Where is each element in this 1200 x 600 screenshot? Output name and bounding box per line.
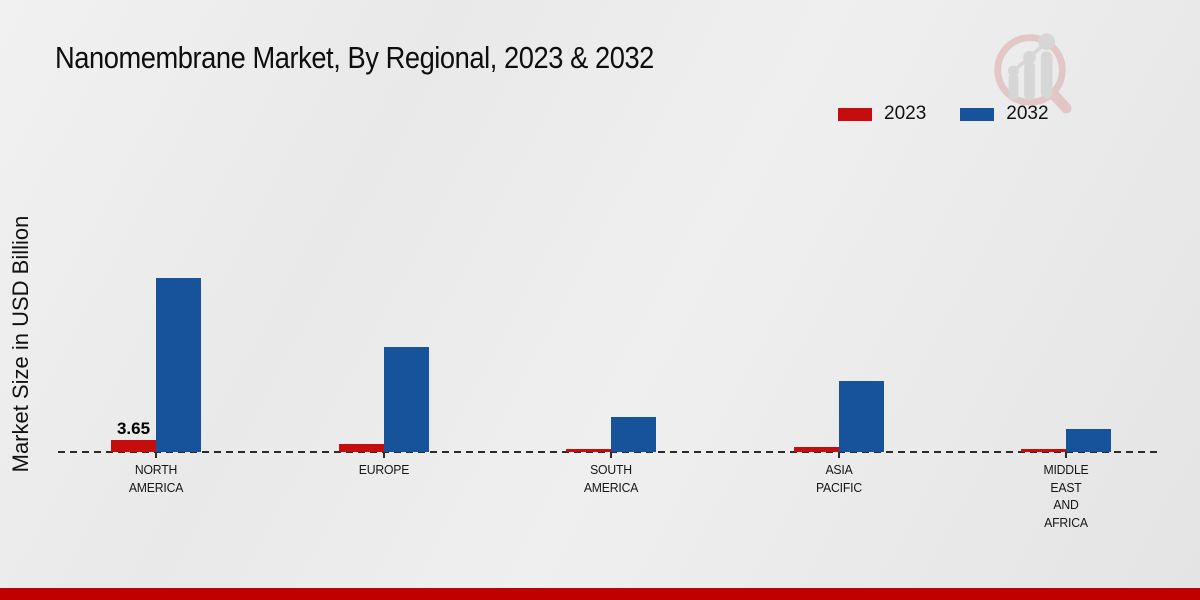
x-axis-baseline (58, 451, 1160, 453)
bar-2023-europe (338, 444, 384, 452)
y-axis-title: Market Size in USD Billion (8, 215, 33, 473)
legend-label-2023: 2023 (884, 103, 927, 124)
legend-item-2032: 2032 (960, 103, 1049, 125)
legend-swatch-2023 (838, 107, 872, 121)
bar-2032-asia-pacific (838, 381, 884, 452)
category-label-south-america: SOUTH AMERICA (583, 462, 639, 495)
bar-2032-middle-east-and-africa (1066, 429, 1111, 452)
category-label-middle-east-and-africa: MIDDLE EAST AND AFRICA (1043, 462, 1089, 530)
x-axis-tick (1065, 452, 1067, 458)
bar-2023-asia-pacific (793, 446, 839, 452)
legend-swatch-2032 (960, 107, 995, 121)
bar-2023-north-america (111, 440, 156, 452)
category-label-europe: EUROPE (358, 462, 409, 477)
data-label-2023-north-america: 3.65 (116, 419, 151, 439)
bar-2032-south-america (611, 417, 656, 452)
chart-title: Nanomembrane Market, By Regional, 2023 &… (55, 40, 654, 75)
bar-2023-south-america (566, 448, 611, 452)
bar-2023-middle-east-and-africa (1021, 449, 1066, 452)
footer-accent-bar (0, 588, 1200, 600)
bar-2032-north-america (156, 278, 201, 452)
legend: 2023 2032 (838, 103, 1049, 125)
legend-item-2023: 2023 (838, 103, 926, 125)
legend-label-2032: 2032 (1006, 103, 1049, 124)
magnifier-bar-chart-logo-icon (994, 33, 1072, 114)
x-axis-tick (610, 452, 612, 458)
x-axis-tick (155, 452, 157, 458)
x-axis-tick (382, 452, 385, 458)
category-label-north-america: NORTH AMERICA (128, 462, 184, 495)
bar-2032-europe (383, 347, 429, 452)
category-label-asia-pacific: ASIA PACIFIC (815, 462, 862, 495)
x-axis-tick (837, 452, 840, 458)
